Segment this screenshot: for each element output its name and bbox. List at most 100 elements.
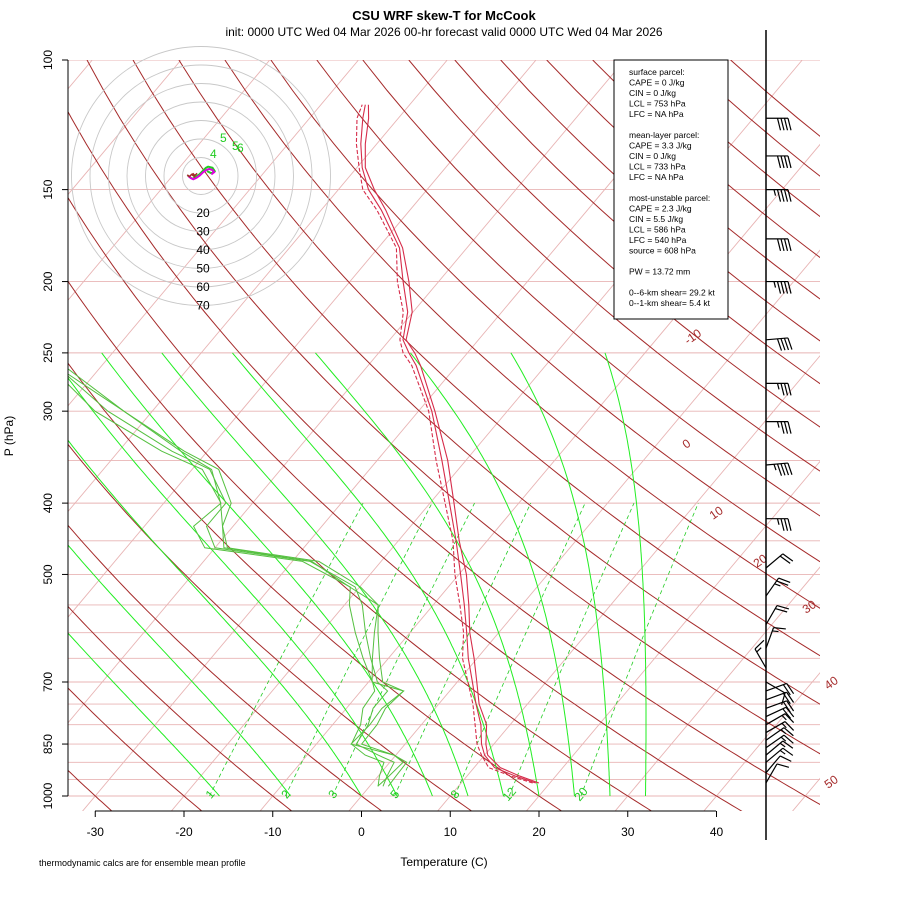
wind-barb-flag: [776, 238, 782, 252]
wind-barb-flag: [780, 189, 785, 202]
isotherm-line: [68, 60, 626, 724]
x-tick-label: -30: [87, 825, 105, 839]
dry-adiabat-line: [132, 60, 820, 705]
dewpoint-trace: [68, 383, 385, 787]
wind-barb-flag: [780, 421, 785, 434]
mixing-ratio-line: [331, 502, 475, 797]
moist-adiabat-line: [410, 352, 575, 797]
isotherm-line: [68, 60, 448, 513]
wind-barb-flag: [786, 700, 795, 712]
wind-barb-staff: [765, 627, 775, 649]
wind-barb-flag: [787, 518, 792, 531]
mixing-ratio-line: [580, 502, 699, 797]
moist-adiabat-line: [68, 439, 362, 797]
moist-adiabat-line: [604, 352, 647, 796]
wind-barb-flag: [780, 281, 785, 294]
mixing-ratio-lines: [209, 502, 699, 797]
dewpoint-profiles: [68, 368, 408, 787]
wind-barb-flag: [780, 518, 785, 531]
wind-barb-flag: [786, 691, 795, 703]
wind-barb-staff: [765, 706, 787, 718]
isotherm-line: [525, 460, 820, 811]
mixing-ratio-label: 12: [500, 784, 520, 803]
mixing-ratio-line: [394, 502, 532, 797]
moist-adiabat-line: [68, 632, 220, 797]
wind-barb-staff: [765, 740, 784, 756]
isotherm-line: [82, 60, 714, 811]
wind-barb-half-flag: [781, 722, 787, 729]
mixing-ratio-label: 1: [203, 787, 218, 801]
hodograph-trace-brown: [186, 172, 198, 179]
wind-barb-staff: [765, 337, 788, 341]
dry-adiabat-line: [86, 60, 820, 755]
hodograph-ring: [126, 101, 276, 251]
wind-barb-flag: [787, 383, 792, 396]
y-tick-label: 100: [41, 50, 55, 70]
wind-barb-flag: [787, 337, 793, 350]
dry-adiabat-line: [68, 769, 113, 811]
wind-barb-flag: [773, 627, 786, 630]
wind-barb-flag: [776, 338, 783, 351]
info-box-line: PW = 13.72 mm: [629, 267, 690, 277]
wind-barb-half-flag: [772, 630, 779, 633]
x-tick-label: -20: [175, 825, 193, 839]
wind-barb-flag: [782, 708, 792, 719]
mixing-ratio-label: 20: [571, 784, 591, 803]
wind-barb-half-flag: [776, 518, 780, 525]
isotherm-line: [68, 60, 271, 301]
wind-barb-flag: [778, 577, 791, 584]
dry-adiabat-line: [68, 280, 653, 811]
wind-barb-flag: [776, 281, 782, 294]
mixing-ratio-label: 8: [448, 787, 463, 801]
y-tick-label: 700: [41, 672, 55, 692]
mixing-ratio-line: [508, 502, 635, 797]
wind-barb-flag: [754, 639, 765, 650]
wind-barb-flag: [787, 238, 792, 252]
wind-barb-staff: [765, 553, 784, 569]
wind-barb-staff: [765, 682, 787, 692]
plot-area: [68, 60, 820, 811]
wind-barb-flag: [776, 580, 789, 586]
wind-barb-flag: [783, 189, 789, 202]
hodograph-point-label: 5: [220, 131, 227, 145]
dry-adiabats: [68, 60, 820, 811]
moist-adiabat-line: [68, 544, 291, 797]
info-box-line: LFC = NA hPa: [629, 172, 684, 182]
wind-barb-staff: [765, 691, 787, 701]
wind-barb-staff: [765, 727, 785, 741]
dry-adiabat-line: [454, 60, 820, 385]
wind-barb-flag: [780, 383, 785, 396]
wind-barb-flag: [776, 189, 782, 202]
moist-adiabats: [68, 352, 647, 797]
isotherm-label: 0: [680, 436, 694, 451]
wind-barb-flag: [776, 118, 782, 131]
hodograph-ring: [71, 46, 331, 306]
chart-subtitle: init: 0000 UTC Wed 04 Mar 2026 00-hr for…: [225, 25, 662, 39]
dry-adiabat-line: [68, 196, 743, 811]
wind-barb-flag: [783, 734, 794, 744]
dry-adiabat-line: [408, 60, 820, 428]
dewpoint-trace: [68, 368, 408, 787]
info-box-line: LCL = 733 hPa: [629, 162, 686, 172]
hodograph-ring: [145, 120, 257, 232]
wind-barb-flag: [780, 338, 786, 351]
wind-barb-flag: [780, 238, 785, 252]
wind-barb-half-flag: [773, 464, 777, 471]
dry-adiabat-line: [68, 443, 473, 811]
isotherm-line: [792, 777, 820, 811]
wind-barb-staff: [754, 648, 767, 669]
dry-adiabat-line: [362, 60, 820, 472]
wind-barb-flag: [787, 281, 792, 294]
info-box-line: CIN = 0 J/kg: [629, 88, 676, 98]
info-box-line: CAPE = 0 J/kg: [629, 78, 685, 88]
x-tick-label: -10: [264, 825, 282, 839]
hodograph: 20 30 40 50 60 70 556 4: [71, 46, 331, 313]
wind-barb-flag: [782, 747, 794, 756]
wind-barb-half-flag: [773, 281, 777, 288]
wind-barb-flag: [785, 706, 795, 718]
hodograph-ring: [89, 64, 313, 288]
